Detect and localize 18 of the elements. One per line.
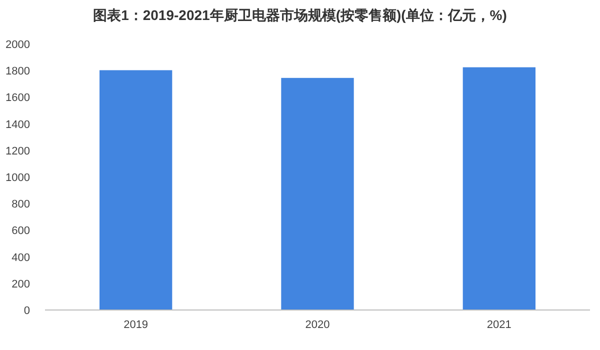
bar [281, 78, 354, 310]
y-tick-label: 0 [24, 305, 30, 317]
y-tick-label: 1000 [6, 172, 30, 184]
y-tick-label: 200 [12, 278, 30, 290]
bar [462, 67, 536, 310]
x-tick-label: 2020 [305, 319, 330, 331]
bar [100, 70, 172, 310]
y-tick-label: 1600 [6, 92, 30, 104]
y-tick-label: 600 [12, 225, 30, 238]
y-tick-label: 400 [12, 252, 30, 264]
y-tick-label: 2000 [6, 39, 30, 51]
chart-title: 图表1：2019-2021年厨卫电器市场规模(按零售额)(单位：亿元，%) [93, 7, 507, 23]
x-tick-label: 2019 [124, 319, 148, 331]
y-tick-label: 800 [12, 198, 30, 211]
y-tick-label: 1800 [6, 66, 30, 78]
y-tick-label: 1200 [6, 145, 30, 158]
y-tick-label: 1400 [6, 118, 30, 131]
x-tick-label: 2021 [486, 319, 512, 331]
